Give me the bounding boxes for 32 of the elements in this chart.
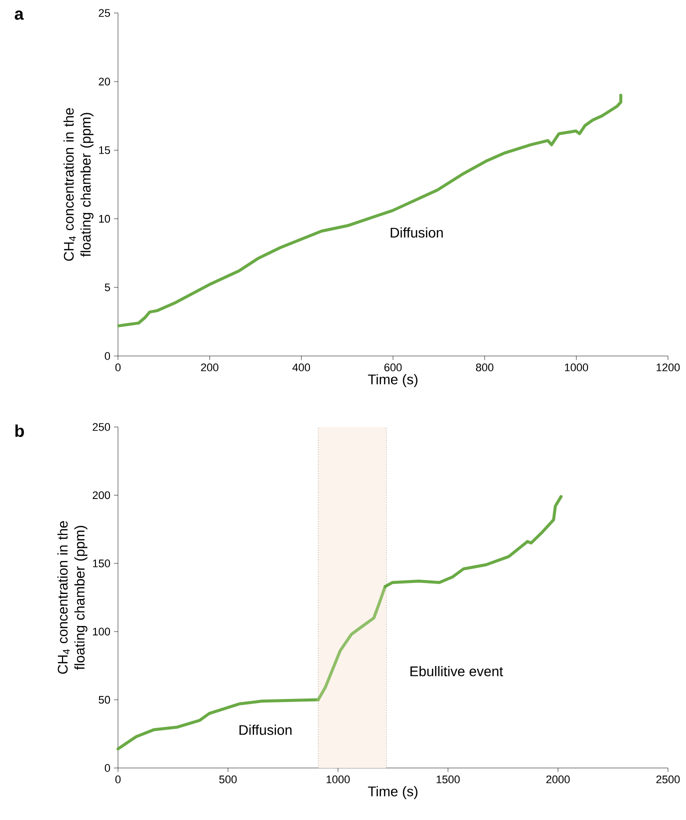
y-tick-label: 250 <box>92 423 110 431</box>
x-tick-label: 500 <box>219 776 237 784</box>
x-axis-title: Time (s) <box>368 786 418 800</box>
y-tick-label: 20 <box>98 78 110 86</box>
y-tick-label: 0 <box>104 352 110 360</box>
x-tick-label: 200 <box>201 364 218 372</box>
y-tick-label: 15 <box>99 146 110 154</box>
x-tick-label: 2000 <box>546 776 570 784</box>
x-tick-label: 0 <box>115 364 121 372</box>
x-tick-label: 0 <box>115 776 121 784</box>
y-tick-label: 25 <box>98 9 110 17</box>
chart-title: b <box>15 424 24 437</box>
y-tick-label: 200 <box>92 491 110 500</box>
x-tick-label: 1000 <box>326 776 350 784</box>
x-tick-label: 600 <box>384 364 402 372</box>
annotation: Diffusion <box>240 724 292 735</box>
annotation: Ebullitive event <box>410 666 504 676</box>
y-tick-label: 0 <box>104 764 110 772</box>
y-tick-label: 5 <box>104 284 110 292</box>
x-axis-title: Time (s) <box>368 374 418 388</box>
annotation: Diffusion <box>390 227 443 238</box>
x-tick-label: 800 <box>476 364 494 372</box>
x-tick-label: 2500 <box>656 776 680 784</box>
x-tick-label: 1000 <box>564 364 588 372</box>
chart-title: a <box>14 10 24 20</box>
x-tick-label: 1200 <box>656 364 680 372</box>
x-tick-label: 1500 <box>436 776 460 784</box>
y-tick-label: 100 <box>93 628 110 636</box>
y-tick-label: 150 <box>93 560 110 568</box>
x-tick-label: 400 <box>292 364 310 372</box>
y-tick-label: 10 <box>99 214 110 223</box>
y-tick-label: 50 <box>98 696 110 704</box>
